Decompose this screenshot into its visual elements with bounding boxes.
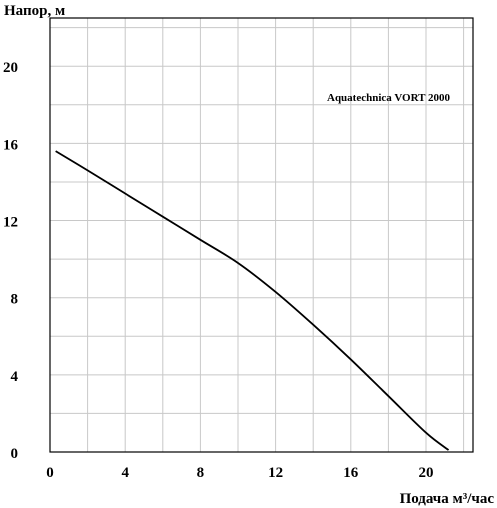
y-tick-label: 0 [11,446,19,462]
x-tick-label: 16 [343,465,359,481]
chart-annotation: Aquatechnica VORT 2000 [327,92,451,104]
plot-frame [49,17,474,453]
x-tick-label: 0 [46,465,54,481]
grid [50,18,473,452]
x-axis-title: Подача м³/час [400,491,495,507]
y-tick-label: 16 [3,137,19,153]
x-tick-label: 4 [121,465,129,481]
y-tick-labels: 0 4 8 12 16 20 [3,60,19,462]
y-tick-label: 4 [11,369,19,385]
y-tick-label: 12 [3,215,18,231]
x-tick-label: 8 [197,465,205,481]
x-tick-labels: 0 4 8 12 16 20 [46,465,433,481]
y-tick-label: 8 [11,292,19,308]
y-axis-title: Напор, м [4,3,65,19]
x-tick-label: 12 [268,465,283,481]
head-curve [55,150,450,451]
y-tick-label: 20 [3,60,18,76]
x-tick-label: 20 [419,465,434,481]
